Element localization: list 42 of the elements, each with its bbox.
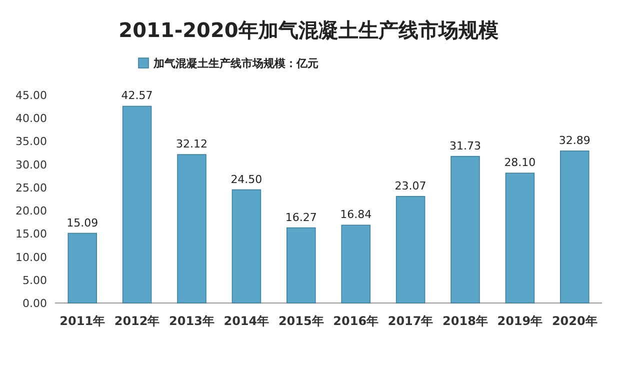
bar bbox=[122, 106, 152, 304]
y-tick-label: 5.00 bbox=[22, 274, 47, 287]
data-label: 24.50 bbox=[230, 172, 262, 186]
y-tick-label: 15.00 bbox=[16, 228, 47, 241]
bar bbox=[560, 150, 590, 304]
y-tick-label: 20.00 bbox=[16, 204, 47, 218]
y-tick-label: 40.00 bbox=[16, 112, 47, 126]
x-tick-label: 2012年 bbox=[114, 314, 160, 328]
y-tick-label: 35.00 bbox=[16, 135, 47, 148]
x-tick-label: 2014年 bbox=[224, 314, 270, 328]
bar bbox=[396, 196, 426, 304]
bar bbox=[341, 224, 370, 304]
x-tick-label: 2013年 bbox=[169, 314, 214, 328]
data-label: 32.12 bbox=[176, 138, 208, 151]
x-tick-label: 2016年 bbox=[333, 314, 379, 328]
data-label: 15.09 bbox=[66, 216, 98, 230]
data-label: 23.07 bbox=[394, 179, 426, 192]
bar bbox=[450, 156, 480, 304]
data-label: 32.89 bbox=[558, 134, 590, 147]
y-tick-label: 45.00 bbox=[16, 89, 47, 102]
y-tick-label: 10.00 bbox=[16, 250, 47, 264]
bar bbox=[68, 232, 97, 304]
x-tick-label: 2020年 bbox=[552, 314, 598, 328]
bar bbox=[232, 189, 262, 304]
bar bbox=[505, 172, 535, 304]
y-tick-label: 25.00 bbox=[16, 181, 47, 194]
bar bbox=[286, 227, 316, 304]
x-tick-label: 2019年 bbox=[497, 314, 543, 328]
data-label: 16.27 bbox=[285, 210, 317, 224]
x-tick-label: 2018年 bbox=[442, 314, 488, 328]
bar bbox=[177, 154, 206, 304]
legend-label: 加气混凝土生产线市场规模：亿元 bbox=[152, 57, 318, 70]
data-label: 31.73 bbox=[450, 139, 481, 152]
x-tick-label: 2015年 bbox=[278, 314, 324, 328]
data-label: 28.10 bbox=[504, 156, 536, 170]
chart-title: 2011-2020年加气混凝土生产线市场规模 bbox=[118, 18, 498, 42]
x-tick-label: 2017年 bbox=[388, 314, 434, 328]
y-tick-label: 0.00 bbox=[22, 297, 47, 310]
y-tick-label: 30.00 bbox=[16, 158, 47, 172]
data-label: 42.57 bbox=[121, 89, 153, 102]
data-label: 16.84 bbox=[340, 208, 372, 222]
x-tick-label: 2011年 bbox=[60, 314, 106, 328]
